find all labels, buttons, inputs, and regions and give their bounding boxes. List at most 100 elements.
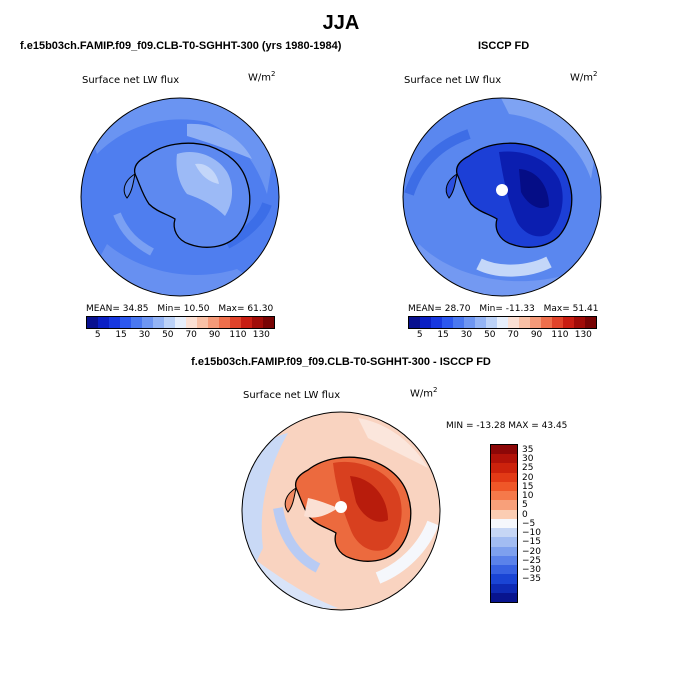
model-colorbar-swatch bbox=[230, 317, 241, 328]
diff-minmax: MIN = -13.28 MAX = 43.45 bbox=[446, 421, 568, 431]
obs-colorbar-swatch bbox=[420, 317, 431, 328]
diff-colorbar-swatch bbox=[491, 546, 517, 556]
model-colorbar-tick-label: 30 bbox=[138, 330, 151, 340]
model-colorbar-swatch bbox=[109, 317, 120, 328]
obs-colorbar-swatch bbox=[563, 317, 574, 328]
obs-colorbar-swatch bbox=[486, 317, 497, 328]
diff-colorbar-tick-label: 25 bbox=[522, 463, 534, 474]
diff-colorbar bbox=[490, 444, 518, 603]
obs-colorbar-swatch bbox=[431, 317, 442, 328]
obs-polar-map bbox=[402, 97, 602, 297]
model-colorbar-swatch bbox=[186, 317, 197, 328]
obs-min: Min= -11.33 bbox=[479, 304, 535, 314]
model-colorbar-swatch bbox=[87, 317, 98, 328]
diff-colorbar-swatch bbox=[491, 583, 517, 593]
obs-colorbar-swatch bbox=[585, 317, 596, 328]
model-colorbar-tick-label: 50 bbox=[162, 330, 174, 340]
model-colorbar-tick-label: 5 bbox=[94, 330, 101, 340]
diff-colorbar-tick-label: 35 bbox=[522, 445, 534, 455]
diff-colorbar-tick-label: −15 bbox=[522, 537, 541, 548]
diff-colorbar-tick-label: −20 bbox=[522, 546, 541, 557]
diff-colorbar-tick-label: 10 bbox=[522, 491, 534, 502]
model-colorbar-swatch bbox=[252, 317, 263, 328]
diff-colorbar-swatch bbox=[491, 472, 517, 482]
diff-colorbar-swatch bbox=[491, 555, 517, 566]
model-stats: MEAN= 34.85 Min= 10.50 Max= 61.30 bbox=[86, 304, 279, 314]
model-variable-label: Surface net LW flux bbox=[82, 75, 180, 86]
diff-units: W/m2 bbox=[410, 386, 438, 400]
diff-colorbar-tick-label: 20 bbox=[522, 472, 534, 483]
obs-colorbar-tick-label: 50 bbox=[484, 330, 496, 340]
model-colorbar-swatch bbox=[208, 317, 219, 328]
obs-colorbar-swatch bbox=[519, 317, 530, 328]
diff-colorbar-swatch bbox=[491, 518, 517, 529]
obs-colorbar-swatch bbox=[530, 317, 541, 328]
obs-colorbar-tick-label: 110 bbox=[551, 330, 569, 340]
model-colorbar-swatch bbox=[263, 317, 274, 328]
model-colorbar-tick-label: 90 bbox=[208, 330, 221, 340]
obs-colorbar-swatch bbox=[464, 317, 475, 328]
obs-units: W/m2 bbox=[570, 70, 598, 84]
diff-colorbar-tick-label: −5 bbox=[522, 518, 536, 529]
model-max: Max= 61.30 bbox=[218, 304, 274, 314]
diff-colorbar-swatch bbox=[491, 463, 517, 473]
diff-polar-map bbox=[241, 411, 441, 611]
model-colorbar-tick-label: 15 bbox=[115, 330, 127, 340]
obs-colorbar-swatch bbox=[442, 317, 453, 328]
diff-colorbar-swatch bbox=[491, 481, 517, 492]
obs-variable-label: Surface net LW flux bbox=[404, 75, 502, 86]
obs-colorbar-tick-label: 30 bbox=[460, 330, 473, 340]
obs-colorbar-swatch bbox=[453, 317, 464, 328]
diff-colorbar-tick-label: −10 bbox=[522, 528, 541, 539]
diff-colorbar-swatch bbox=[491, 565, 517, 575]
diff-colorbar-swatch bbox=[491, 509, 517, 519]
model-mean: MEAN= 34.85 bbox=[86, 304, 149, 314]
obs-colorbar-swatch bbox=[508, 317, 519, 328]
model-colorbar-swatch bbox=[164, 317, 175, 328]
model-units: W/m2 bbox=[248, 70, 276, 84]
diff-colorbar-swatch bbox=[491, 500, 517, 510]
model-colorbar-swatch bbox=[131, 317, 142, 328]
obs-colorbar-swatch bbox=[574, 317, 585, 328]
figure-title: JJA bbox=[322, 12, 360, 34]
model-colorbar-swatch bbox=[219, 317, 230, 328]
obs-max: Max= 51.41 bbox=[543, 304, 599, 314]
model-colorbar-swatch bbox=[142, 317, 153, 328]
model-colorbar-swatch bbox=[197, 317, 208, 328]
diff-colorbar-tick-label: −35 bbox=[522, 574, 541, 585]
obs-colorbar-tick-label: 70 bbox=[507, 330, 519, 340]
model-min: Min= 10.50 bbox=[157, 304, 210, 314]
obs-colorbar-tick-label: 90 bbox=[530, 330, 543, 340]
obs-colorbar-tick-label: 15 bbox=[437, 330, 449, 340]
model-colorbar-swatch bbox=[98, 317, 109, 328]
diff-colorbar-swatch bbox=[491, 537, 517, 547]
diff-colorbar-tick-label: 5 bbox=[522, 500, 528, 511]
diff-colorbar-tick-label: −25 bbox=[522, 555, 541, 566]
model-colorbar-swatch bbox=[153, 317, 164, 328]
obs-colorbar-swatch bbox=[475, 317, 486, 328]
obs-colorbar-swatch bbox=[552, 317, 563, 328]
diff-colorbar-tick-label: 30 bbox=[522, 454, 534, 465]
model-colorbar-ticks: 5 15 30 50 70 90 110 130 bbox=[86, 330, 273, 340]
diff-colorbar-tick-label: −30 bbox=[522, 565, 541, 576]
obs-colorbar-swatch bbox=[409, 317, 420, 328]
obs-case-title: ISCCP FD bbox=[478, 40, 530, 52]
obs-colorbar-swatch bbox=[541, 317, 552, 328]
diff-colorbar-swatch bbox=[491, 574, 517, 584]
diff-colorbar-swatch bbox=[491, 592, 517, 602]
obs-colorbar bbox=[408, 316, 597, 329]
diff-colorbar-swatch bbox=[491, 445, 517, 455]
model-polar-map bbox=[80, 97, 280, 297]
obs-stats: MEAN= 28.70 Min= -11.33 Max= 51.41 bbox=[408, 304, 604, 314]
diff-colorbar-tick-label: 0 bbox=[522, 509, 528, 520]
model-colorbar-tick-label: 110 bbox=[229, 330, 247, 340]
diff-colorbar-tick-label: 15 bbox=[522, 481, 534, 492]
diff-variable-label: Surface net LW flux bbox=[243, 390, 341, 401]
diff-colorbar-swatch bbox=[491, 491, 517, 501]
diff-colorbar-swatch bbox=[491, 528, 517, 538]
obs-mean: MEAN= 28.70 bbox=[408, 304, 471, 314]
diff-colorbar-ticks: 35 30 25 20 15 10 5 0 −5 −10 −15 −20 −25 −30 −35 bbox=[522, 445, 541, 585]
obs-colorbar-ticks: 5 15 30 50 70 90 110 130 bbox=[408, 330, 595, 340]
obs-colorbar-swatch bbox=[497, 317, 508, 328]
obs-colorbar-tick-label: 130 bbox=[574, 330, 592, 340]
